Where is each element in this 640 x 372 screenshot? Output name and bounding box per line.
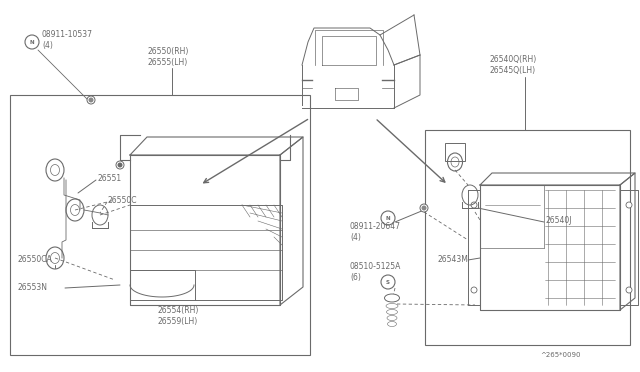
Text: 26543M: 26543M [438, 256, 469, 264]
Circle shape [471, 202, 477, 208]
Text: 26550(RH)
26555(LH): 26550(RH) 26555(LH) [148, 47, 189, 67]
Text: ^265*0090: ^265*0090 [540, 352, 580, 358]
Circle shape [116, 161, 124, 169]
Text: N: N [29, 39, 35, 45]
Text: 08510-5125A
(6): 08510-5125A (6) [350, 262, 401, 282]
Text: 26540J: 26540J [545, 215, 572, 224]
Text: 08911-10537
(4): 08911-10537 (4) [42, 30, 93, 50]
Circle shape [87, 96, 95, 104]
Text: 26550C: 26550C [108, 196, 138, 205]
Ellipse shape [385, 294, 399, 302]
Circle shape [626, 202, 632, 208]
Bar [425, 130, 630, 345]
Circle shape [88, 97, 93, 103]
Circle shape [471, 287, 477, 293]
Text: 26554(RH)
26559(LH): 26554(RH) 26559(LH) [158, 306, 200, 326]
Circle shape [626, 287, 632, 293]
Bar [10, 95, 310, 355]
Text: 26553N: 26553N [17, 283, 47, 292]
Text: 08911-20647
(4): 08911-20647 (4) [350, 222, 401, 242]
Text: 26551: 26551 [97, 173, 121, 183]
Bar [445, 143, 465, 161]
Text: 26540Q(RH)
26545Q(LH): 26540Q(RH) 26545Q(LH) [490, 55, 537, 75]
Text: S: S [386, 279, 390, 285]
Text: 26550CA: 26550CA [17, 256, 52, 264]
Circle shape [118, 163, 122, 167]
Circle shape [420, 204, 428, 212]
Text: N: N [386, 215, 390, 221]
Circle shape [422, 205, 426, 211]
